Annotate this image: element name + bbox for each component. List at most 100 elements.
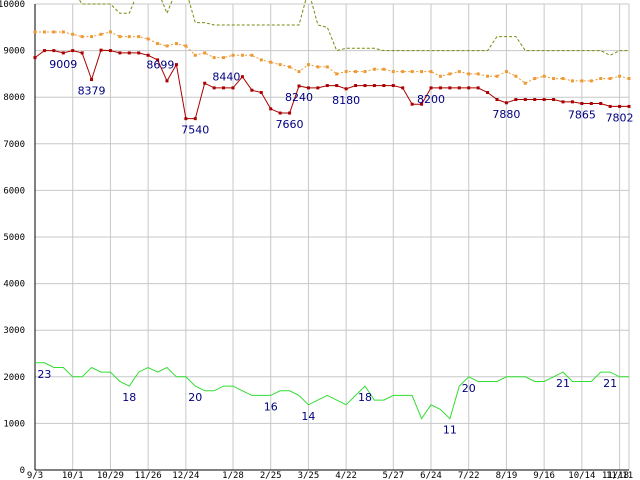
point-price — [599, 101, 603, 105]
point-price — [523, 98, 527, 102]
point-price — [127, 51, 131, 55]
chart-grid — [34, 3, 630, 470]
point-price — [618, 104, 622, 108]
data-label: 7540 — [181, 124, 209, 137]
point-price — [146, 53, 150, 57]
point-price — [514, 98, 518, 102]
point-avg — [212, 56, 216, 60]
point-price — [325, 84, 329, 88]
y-tick-label: 9000 — [3, 47, 25, 57]
point-price — [278, 111, 282, 115]
x-tick-label: 1/28 — [222, 471, 244, 480]
point-price — [212, 86, 216, 90]
point-price — [52, 49, 56, 53]
point-avg — [137, 35, 141, 39]
data-label: 23 — [37, 368, 51, 381]
x-tick-label: 10/29 — [97, 471, 124, 480]
y-tick-label: 1000 — [3, 419, 25, 429]
point-price — [429, 86, 433, 90]
series-line-price — [34, 49, 629, 120]
point-avg — [297, 70, 301, 74]
point-avg — [533, 77, 537, 81]
y-tick-label: 4000 — [3, 280, 25, 290]
point-avg — [42, 30, 46, 34]
point-avg — [514, 74, 518, 78]
data-label: 8240 — [285, 91, 313, 104]
point-price — [382, 84, 386, 88]
data-label: 8180 — [332, 94, 360, 107]
point-price — [580, 101, 584, 105]
y-tick-label: 2000 — [3, 373, 25, 383]
x-tick-label: 11/18 — [602, 471, 629, 480]
point-avg — [580, 79, 584, 83]
point-avg — [52, 30, 56, 34]
x-tick-label: 12/24 — [172, 471, 199, 480]
point-price — [33, 56, 37, 60]
data-label: 7880 — [492, 108, 520, 121]
point-price — [410, 102, 414, 106]
point-price — [335, 84, 339, 88]
point-price — [222, 86, 226, 90]
point-avg — [410, 70, 414, 74]
point-price — [297, 84, 301, 88]
point-avg — [391, 70, 395, 74]
point-price — [420, 102, 424, 106]
point-avg — [457, 70, 461, 74]
point-price — [363, 84, 367, 88]
point-price — [165, 79, 169, 83]
data-label: 20 — [188, 391, 202, 404]
point-price — [438, 86, 442, 90]
data-label: 8200 — [417, 93, 445, 106]
point-price — [137, 51, 141, 55]
data-label: 21 — [603, 377, 617, 390]
point-avg — [259, 58, 263, 62]
data-label: 7865 — [568, 108, 596, 121]
x-tick-label: 6/24 — [420, 471, 442, 480]
chart-data-labels: 9009 8379 8699 7540 8440 7660 8240 8180 8200 7880… — [37, 58, 633, 437]
data-label: 9009 — [49, 58, 77, 71]
point-avg — [608, 77, 612, 81]
point-price — [42, 49, 46, 53]
point-avg — [127, 35, 131, 39]
point-avg — [344, 70, 348, 74]
point-price — [250, 88, 254, 92]
point-avg — [542, 74, 546, 78]
point-avg — [335, 72, 339, 76]
point-price — [240, 75, 244, 79]
point-price — [533, 98, 537, 102]
point-avg — [203, 51, 207, 55]
x-tick-label: 7/22 — [458, 471, 480, 480]
series-line-avg — [35, 31, 630, 84]
point-price — [495, 98, 499, 102]
point-avg — [222, 56, 226, 60]
point-avg — [316, 65, 320, 69]
point-avg — [80, 35, 84, 39]
point-avg — [61, 30, 65, 34]
chart-axes — [34, 4, 629, 471]
point-avg — [476, 72, 480, 76]
point-avg — [448, 72, 452, 76]
point-avg — [118, 35, 122, 39]
point-avg — [618, 74, 622, 78]
point-price — [627, 104, 631, 108]
point-price — [552, 98, 556, 102]
point-price — [156, 58, 160, 62]
point-avg — [174, 42, 178, 46]
y-tick-label: 0 — [20, 466, 25, 476]
point-avg — [372, 67, 376, 71]
point-avg — [589, 79, 593, 83]
point-avg — [90, 35, 94, 39]
point-price — [71, 49, 75, 53]
point-price — [118, 51, 122, 55]
x-tick-label: 3/25 — [298, 471, 320, 480]
point-price — [61, 51, 65, 55]
point-price — [391, 84, 395, 88]
point-avg — [156, 42, 160, 46]
point-price — [457, 86, 461, 90]
point-avg — [486, 74, 490, 78]
point-avg — [193, 53, 197, 57]
point-avg — [240, 53, 244, 57]
x-tick-label: 9/3 — [27, 471, 43, 480]
point-avg — [99, 32, 103, 36]
y-tick-label: 6000 — [3, 186, 25, 196]
